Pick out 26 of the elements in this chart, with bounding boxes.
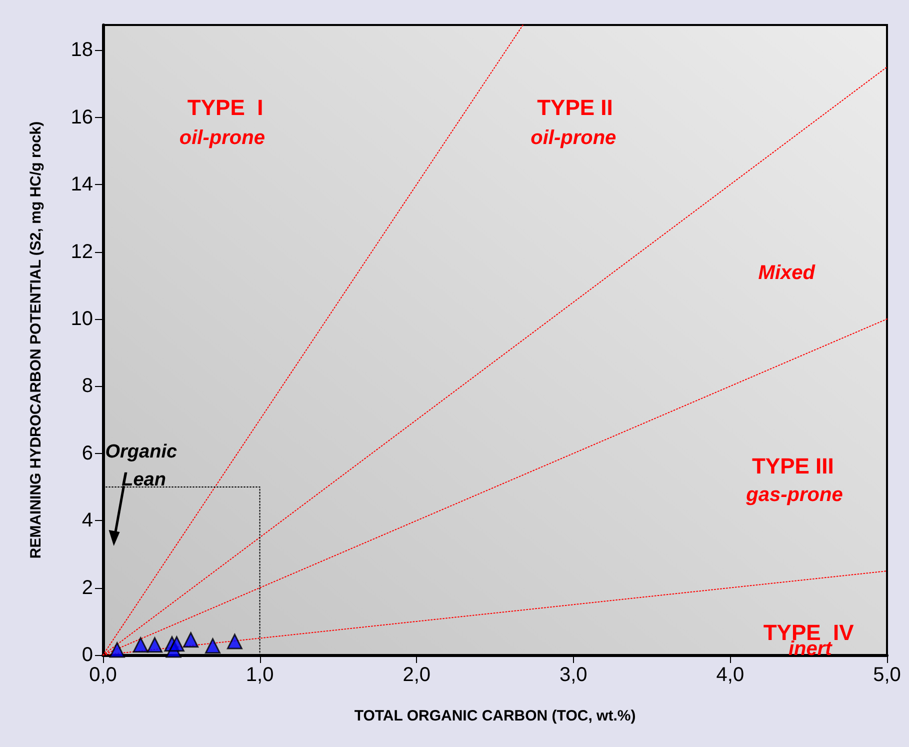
y-tick-label: 2 xyxy=(82,576,93,599)
y-tick-label: 0 xyxy=(82,644,93,666)
y-tick-label: 14 xyxy=(70,174,93,196)
annotation: TYPE II xyxy=(537,95,613,120)
x-tick-label: 4,0 xyxy=(716,664,744,686)
annotation: oil-prone xyxy=(179,126,265,149)
x-tick-label: 2,0 xyxy=(402,664,431,686)
x-tick-label: 1,0 xyxy=(246,664,274,686)
annotation: TYPE I xyxy=(187,95,264,120)
x-axis-title: TOTAL ORGANIC CARBON (TOC, wt.%) xyxy=(354,708,636,724)
annotation: oil-prone xyxy=(530,126,616,149)
y-tick-label: 4 xyxy=(82,510,93,532)
y-tick-label: 18 xyxy=(70,39,93,62)
annotation: Organic Lean xyxy=(105,442,182,490)
x-tick-label: 5,0 xyxy=(873,664,901,686)
annotation: gas-prone xyxy=(745,484,843,506)
y-tick-label: 6 xyxy=(82,442,93,464)
y-tick-label: 8 xyxy=(82,375,93,398)
x-tick-label: 3,0 xyxy=(559,664,588,686)
y-tick-label: 10 xyxy=(70,308,93,330)
y-tick-label: 16 xyxy=(70,106,93,128)
y-tick-label: 12 xyxy=(70,240,93,263)
annotation: TYPE III xyxy=(752,454,834,478)
annotation: Mixed xyxy=(758,262,816,284)
x-tick-label: 0,0 xyxy=(89,664,117,686)
y-axis-title: REMAINING HYDROCARBON POTENTIAL (S2, mg HC/g rock) xyxy=(28,121,44,559)
